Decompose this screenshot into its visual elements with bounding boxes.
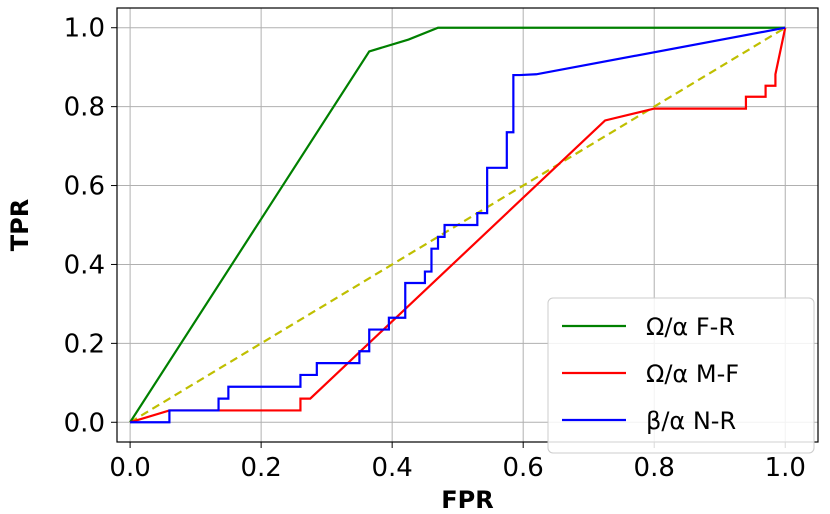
x-tick-label: 0.0: [109, 453, 150, 483]
y-tick-label: 0.8: [64, 93, 105, 123]
legend-box: [547, 297, 815, 454]
y-tick-label: 0.4: [64, 250, 105, 280]
y-tick-label: 0.0: [64, 408, 105, 438]
legend-label: β/α N-R: [646, 407, 736, 435]
legend: Ω/α F-R Ω/α M-F β/α N-R: [547, 297, 815, 454]
y-tick-label: 1.0: [64, 14, 105, 44]
legend-label: Ω/α M-F: [646, 360, 739, 388]
ticks: 0.0 0.2 0.4 0.6 0.8 1.0 0.0 0.2 0.4 0.6 0.8 1.0: [64, 14, 806, 483]
series-line: [129, 26, 786, 423]
x-tick-label: 1.0: [765, 453, 806, 483]
x-tick-label: 0.6: [503, 453, 544, 483]
y-tick-label: 0.6: [64, 172, 105, 202]
plot-frame: [116, 7, 819, 443]
legend-label: Ω/α F-R: [646, 313, 735, 341]
y-tick-label: 0.2: [64, 329, 105, 359]
x-tick-label: 0.8: [634, 453, 675, 483]
plot-lines: [129, 26, 787, 424]
grid: [117, 8, 818, 442]
x-tick-label: 0.4: [371, 453, 412, 483]
series-line: [130, 26, 786, 424]
y-axis-label: TPR: [6, 199, 34, 251]
series-line: [129, 27, 787, 424]
x-tick-label: 0.2: [240, 453, 281, 483]
x-axis-label: FPR: [441, 486, 493, 514]
